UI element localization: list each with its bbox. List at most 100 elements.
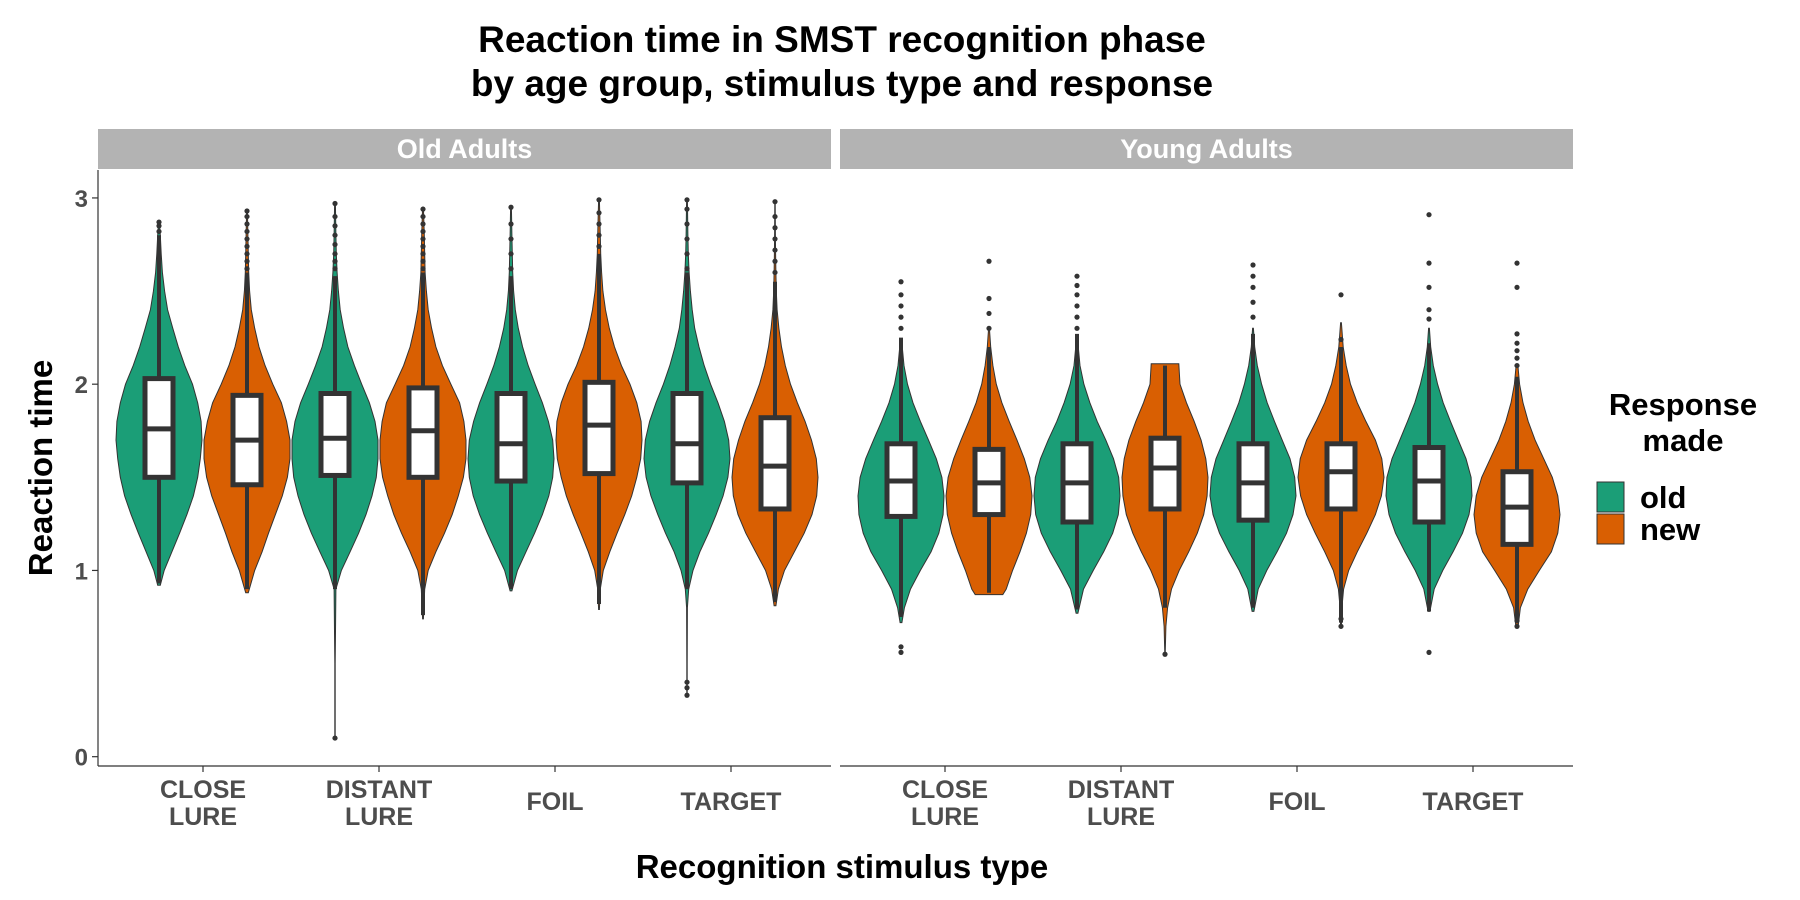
- outlier-point: [244, 208, 250, 214]
- violin-group: [857, 279, 945, 655]
- x-tick-label: DISTANT: [1068, 776, 1174, 804]
- violin-group: [291, 200, 379, 741]
- outlier-point: [1514, 331, 1520, 337]
- outlier-point: [898, 649, 904, 655]
- outlier-point: [1250, 273, 1256, 279]
- outlier-point: [772, 236, 778, 242]
- chart-title-line-1: Reaction time in SMST recognition phase: [478, 19, 1206, 60]
- violin-group: [1121, 363, 1209, 657]
- outlier-point: [1426, 284, 1432, 290]
- outlier-point: [684, 206, 690, 212]
- outlier-point: [898, 303, 904, 309]
- box-iqr: [1148, 435, 1182, 512]
- outlier-point: [1338, 616, 1344, 622]
- outlier-point: [1426, 307, 1432, 313]
- outlier-point: [508, 204, 514, 210]
- outlier-point: [596, 221, 602, 227]
- box-iqr: [1324, 441, 1358, 512]
- outlier-point: [986, 310, 992, 317]
- outlier-point: [244, 221, 250, 227]
- box-iqr: [758, 415, 792, 512]
- y-tick-label: 1: [75, 558, 88, 585]
- legend-title-line: made: [1643, 423, 1724, 458]
- outlier-point: [332, 241, 338, 248]
- outlier-point: [1514, 284, 1520, 290]
- violin-group: [115, 219, 203, 586]
- legend-key-old: [1596, 481, 1625, 513]
- outlier-point: [772, 258, 778, 264]
- outlier-point: [1162, 651, 1168, 657]
- outlier-point: [1514, 623, 1520, 629]
- violin-group: [643, 197, 731, 698]
- outlier-point: [596, 197, 602, 203]
- outlier-point: [684, 692, 690, 698]
- outlier-point: [244, 213, 250, 220]
- outlier-point: [772, 269, 778, 276]
- outlier-point: [986, 295, 992, 302]
- y-axis-title: Reaction time: [22, 360, 59, 576]
- x-tick-label: TARGET: [681, 788, 782, 816]
- outlier-point: [244, 243, 250, 249]
- outlier-point: [508, 266, 514, 272]
- x-tick-label: CLOSE: [160, 776, 246, 804]
- y-tick-label: 2: [75, 372, 88, 399]
- violin-group: [467, 204, 555, 592]
- outlier-point: [684, 266, 690, 272]
- outlier-point: [684, 685, 690, 691]
- outlier-point: [332, 213, 338, 220]
- outlier-point: [332, 258, 338, 264]
- outlier-point: [1426, 212, 1432, 218]
- outlier-point: [244, 236, 250, 242]
- outlier-point: [898, 325, 904, 331]
- x-tick-label: LURE: [911, 803, 979, 831]
- x-tick-label: FOIL: [1269, 788, 1326, 816]
- violin-group: [379, 206, 467, 620]
- violin-group: [1385, 212, 1473, 655]
- legend-label-old: old: [1640, 480, 1687, 515]
- box-iqr: [1412, 445, 1446, 525]
- outlier-point: [1514, 348, 1520, 354]
- x-tick-label: LURE: [169, 803, 237, 831]
- violin-group: [731, 199, 819, 607]
- violin-group: [1033, 273, 1121, 614]
- outlier-point: [420, 228, 426, 235]
- outlier-point: [596, 210, 602, 216]
- outlier-point: [1074, 282, 1080, 289]
- outlier-point: [1338, 336, 1344, 343]
- facet-strip: [840, 129, 1573, 169]
- outlier-point: [684, 221, 690, 227]
- violin-group: [1473, 260, 1561, 629]
- outlier-point: [156, 223, 162, 229]
- outlier-point: [684, 197, 690, 203]
- y-axis: 0 1 2 3: [75, 170, 99, 772]
- outlier-point: [772, 213, 778, 220]
- outlier-point: [420, 236, 426, 242]
- y-tick-label: 3: [75, 186, 88, 213]
- outlier-point: [420, 258, 426, 264]
- outlier-point: [420, 213, 426, 220]
- chart-title: Reaction time in SMST recognition phase …: [471, 19, 1213, 104]
- outlier-point: [1514, 340, 1520, 346]
- outlier-point: [684, 251, 690, 257]
- outlier-point: [1074, 273, 1080, 279]
- outlier-point: [1514, 362, 1520, 369]
- y-tick-label: 0: [75, 745, 88, 772]
- outlier-point: [986, 325, 992, 331]
- outlier-point: [1426, 649, 1432, 655]
- outlier-point: [898, 292, 904, 298]
- outlier-point: [332, 266, 338, 272]
- outlier-point: [1426, 260, 1432, 266]
- outlier-point: [1338, 292, 1344, 298]
- outlier-point: [1074, 303, 1080, 309]
- outlier-point: [1338, 623, 1344, 629]
- outlier-point: [1250, 314, 1256, 320]
- outlier-point: [156, 228, 162, 235]
- outlier-point: [986, 258, 992, 264]
- legend-label-new: new: [1640, 512, 1701, 547]
- chart-title-line-2: by age group, stimulus type and response: [471, 63, 1213, 104]
- violin-group: [945, 258, 1033, 596]
- outlier-point: [420, 266, 426, 272]
